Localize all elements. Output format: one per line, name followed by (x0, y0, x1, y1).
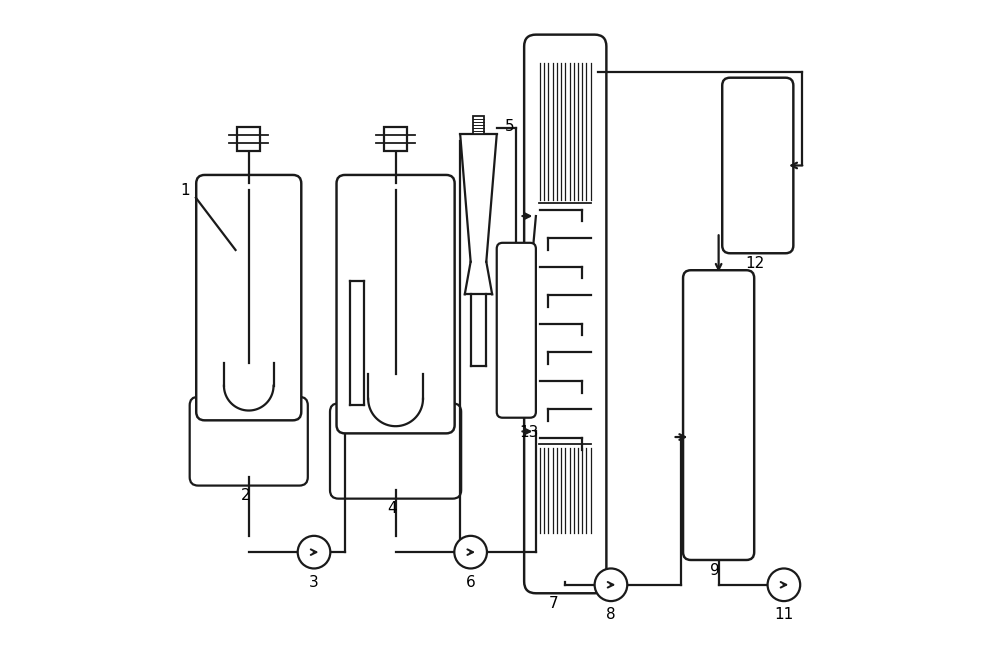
FancyBboxPatch shape (190, 397, 308, 485)
Text: 9: 9 (710, 563, 720, 578)
Text: 4: 4 (388, 501, 397, 516)
Text: 8: 8 (606, 608, 616, 623)
FancyBboxPatch shape (683, 270, 754, 560)
Bar (473, 116, 484, 135)
Text: 11: 11 (774, 608, 794, 623)
Text: 13: 13 (520, 424, 539, 439)
Text: 2: 2 (241, 488, 250, 503)
FancyBboxPatch shape (497, 243, 536, 418)
Bar (384, 128, 407, 151)
Text: 7: 7 (549, 596, 558, 611)
Text: 3: 3 (309, 575, 319, 590)
Text: 10: 10 (726, 222, 746, 237)
FancyBboxPatch shape (196, 175, 301, 421)
Text: 5: 5 (505, 119, 514, 134)
Text: 6: 6 (466, 575, 476, 590)
FancyBboxPatch shape (330, 404, 461, 498)
Circle shape (768, 568, 800, 601)
Bar (237, 128, 260, 151)
FancyBboxPatch shape (337, 175, 455, 434)
Circle shape (454, 536, 487, 568)
Text: 1: 1 (180, 182, 190, 198)
Circle shape (595, 568, 627, 601)
Circle shape (298, 536, 330, 568)
FancyBboxPatch shape (722, 78, 793, 253)
Text: 12: 12 (745, 256, 764, 271)
FancyBboxPatch shape (524, 35, 606, 593)
